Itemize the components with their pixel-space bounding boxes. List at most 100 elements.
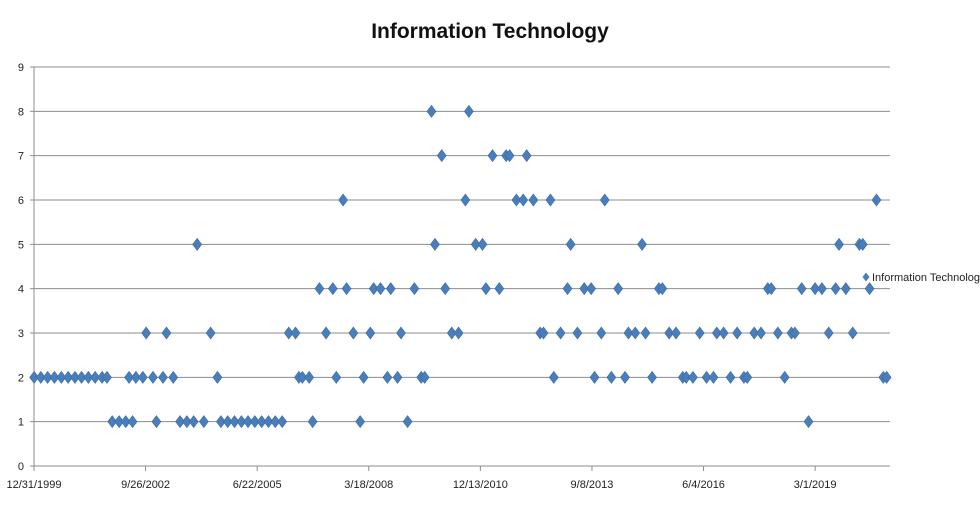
data-point <box>216 415 226 429</box>
data-point <box>460 193 471 207</box>
data-point <box>881 370 892 384</box>
data-point <box>168 370 179 384</box>
y-tick-label: 0 <box>18 461 24 473</box>
data-point <box>847 326 858 340</box>
data-point <box>732 326 742 340</box>
data-point <box>487 149 498 163</box>
data-point <box>107 415 118 429</box>
data-point <box>205 326 216 340</box>
x-tick-label: 9/8/2013 <box>571 479 614 491</box>
data-point <box>742 370 753 384</box>
data-point <box>256 415 267 429</box>
data-point <box>42 370 53 384</box>
data-point <box>341 282 352 296</box>
data-point <box>823 326 834 340</box>
data-point <box>817 282 827 296</box>
x-tick-label: 12/13/2010 <box>453 479 508 491</box>
data-point <box>657 282 668 296</box>
data-point <box>790 326 800 340</box>
data-point <box>263 415 274 429</box>
legend: Information Technology <box>862 272 980 284</box>
y-tick-label: 2 <box>18 372 24 384</box>
y-tick-label: 1 <box>18 417 24 429</box>
data-point <box>688 370 698 384</box>
data-point <box>141 326 152 340</box>
data-point <box>830 282 841 296</box>
data-point <box>596 326 607 340</box>
data-point <box>76 370 87 384</box>
data-point <box>358 370 369 384</box>
data-point <box>229 415 240 429</box>
x-tick-label: 6/22/2005 <box>233 479 282 491</box>
data-point <box>392 370 403 384</box>
data-point <box>664 326 675 340</box>
data-point <box>277 415 288 429</box>
data-point <box>426 104 437 118</box>
x-tick-label: 3/1/2019 <box>794 479 837 491</box>
data-point <box>127 415 138 429</box>
data-point <box>175 415 185 429</box>
data-point <box>120 415 131 429</box>
data-point <box>90 370 101 384</box>
data-point <box>579 282 590 296</box>
data-point <box>555 326 566 340</box>
data-point <box>402 415 413 429</box>
data-point <box>419 370 430 384</box>
data-point <box>772 326 783 340</box>
data-point <box>124 370 134 384</box>
data-point <box>756 326 766 340</box>
data-point <box>840 282 851 296</box>
data-point <box>637 237 647 251</box>
data-point <box>671 326 681 340</box>
y-tick-label: 7 <box>18 151 24 163</box>
y-tick-label: 4 <box>18 284 24 296</box>
data-point <box>565 237 576 251</box>
data-point <box>586 282 597 296</box>
y-tick-label: 8 <box>18 106 24 118</box>
x-tick-label: 9/26/2002 <box>121 479 170 491</box>
data-point <box>796 282 807 296</box>
data-point <box>182 415 192 429</box>
data-point <box>368 282 379 296</box>
data-point <box>114 415 125 429</box>
data-points <box>29 104 892 429</box>
data-point <box>83 370 94 384</box>
data-point <box>718 326 729 340</box>
legend-marker <box>862 272 870 282</box>
data-point <box>355 415 366 429</box>
data-point <box>430 237 440 251</box>
data-point <box>338 193 348 207</box>
data-point <box>864 282 875 296</box>
data-point <box>137 370 148 384</box>
x-tick-label: 3/18/2008 <box>344 479 393 491</box>
data-point <box>297 370 308 384</box>
data-point <box>857 237 868 251</box>
data-point <box>236 415 247 429</box>
data-point <box>504 149 515 163</box>
data-point <box>348 326 359 340</box>
data-point <box>640 326 651 340</box>
data-point <box>385 282 396 296</box>
data-point <box>243 415 253 429</box>
data-point <box>572 326 583 340</box>
y-tick-label: 5 <box>18 239 24 251</box>
data-point <box>803 415 814 429</box>
chart-title: Information Technology <box>371 20 609 43</box>
data-point <box>151 415 162 429</box>
data-point <box>779 370 790 384</box>
data-point <box>511 193 522 207</box>
data-point <box>49 370 60 384</box>
y-tick-label: 6 <box>18 195 24 207</box>
data-point <box>538 326 549 340</box>
data-point <box>321 326 331 340</box>
data-point <box>222 415 233 429</box>
data-point <box>304 370 315 384</box>
data-point <box>158 370 168 384</box>
data-point <box>270 415 281 429</box>
data-point <box>331 370 342 384</box>
data-point <box>463 104 474 118</box>
data-point <box>396 326 406 340</box>
data-point <box>630 326 641 340</box>
data-point <box>470 237 481 251</box>
